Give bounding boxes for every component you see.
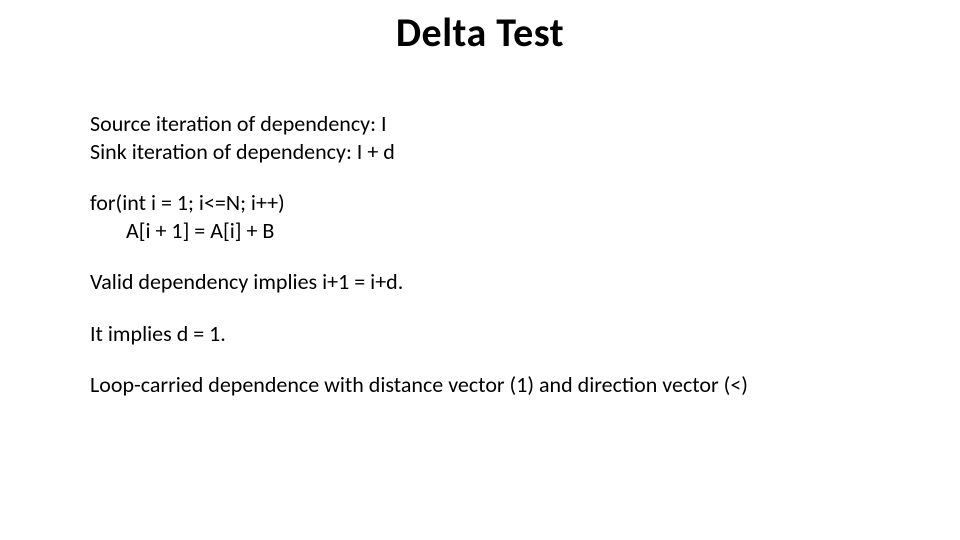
source-iteration-line: Source iteration of dependency: I	[90, 110, 900, 138]
for-loop-line: for(int i = 1; i<=N; i++)	[90, 189, 900, 217]
dependency-block: Source iteration of dependency: I Sink i…	[90, 110, 900, 165]
slide-title: Delta Test	[0, 8, 960, 57]
implies-line: It implies d = 1.	[90, 320, 900, 348]
code-block: for(int i = 1; i<=N; i++) A[i + 1] = A[i…	[90, 189, 900, 244]
sink-iteration-line: Sink iteration of dependency: I + d	[90, 138, 900, 166]
slide: Delta Test Source iteration of dependenc…	[0, 0, 960, 540]
assignment-line: A[i + 1] = A[i] + B	[90, 217, 900, 245]
conclusion-line: Loop-carried dependence with distance ve…	[90, 371, 900, 399]
slide-body: Source iteration of dependency: I Sink i…	[90, 110, 900, 423]
valid-dependency-line: Valid dependency implies i+1 = i+d.	[90, 268, 900, 296]
